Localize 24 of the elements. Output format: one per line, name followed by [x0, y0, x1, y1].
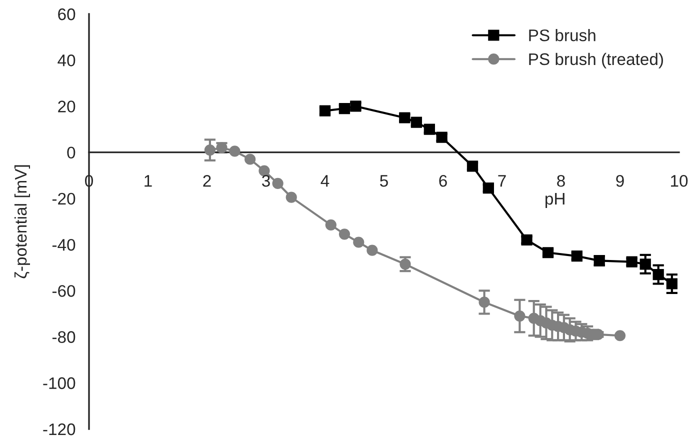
- y-tick-label: 40: [58, 54, 76, 66]
- y-tick-label: -20: [52, 192, 76, 205]
- y-tick-label: -40: [52, 238, 76, 251]
- x-tick-label: 4: [320, 175, 330, 187]
- y-tick-label: -120: [43, 423, 76, 436]
- y-tick-label: -60: [52, 285, 76, 297]
- x-tick-label: 1: [144, 175, 152, 187]
- x-tick-label: 5: [380, 175, 388, 187]
- y-tick-label: -100: [43, 377, 76, 390]
- x-tick-label: 10: [671, 174, 688, 187]
- x-tick-label: 8: [557, 174, 565, 187]
- y-axis-title: ζ-potential [mV]: [14, 165, 30, 278]
- x-tick-label: 3: [262, 174, 270, 187]
- x-axis-title: pH: [546, 193, 564, 208]
- y-tick-label: 20: [58, 100, 76, 112]
- x-tick-label: 6: [439, 174, 447, 187]
- x-tick-label: 2: [203, 174, 211, 187]
- y-tick-label: -80: [52, 331, 76, 343]
- legend-label: PS brush (treated): [529, 52, 663, 68]
- x-tick-label: 7: [498, 175, 506, 187]
- x-tick-label: 9: [616, 174, 624, 187]
- y-tick-label: 0: [67, 146, 76, 159]
- y-tick-label: 60: [58, 8, 76, 20]
- legend-label: PS brush: [529, 29, 596, 42]
